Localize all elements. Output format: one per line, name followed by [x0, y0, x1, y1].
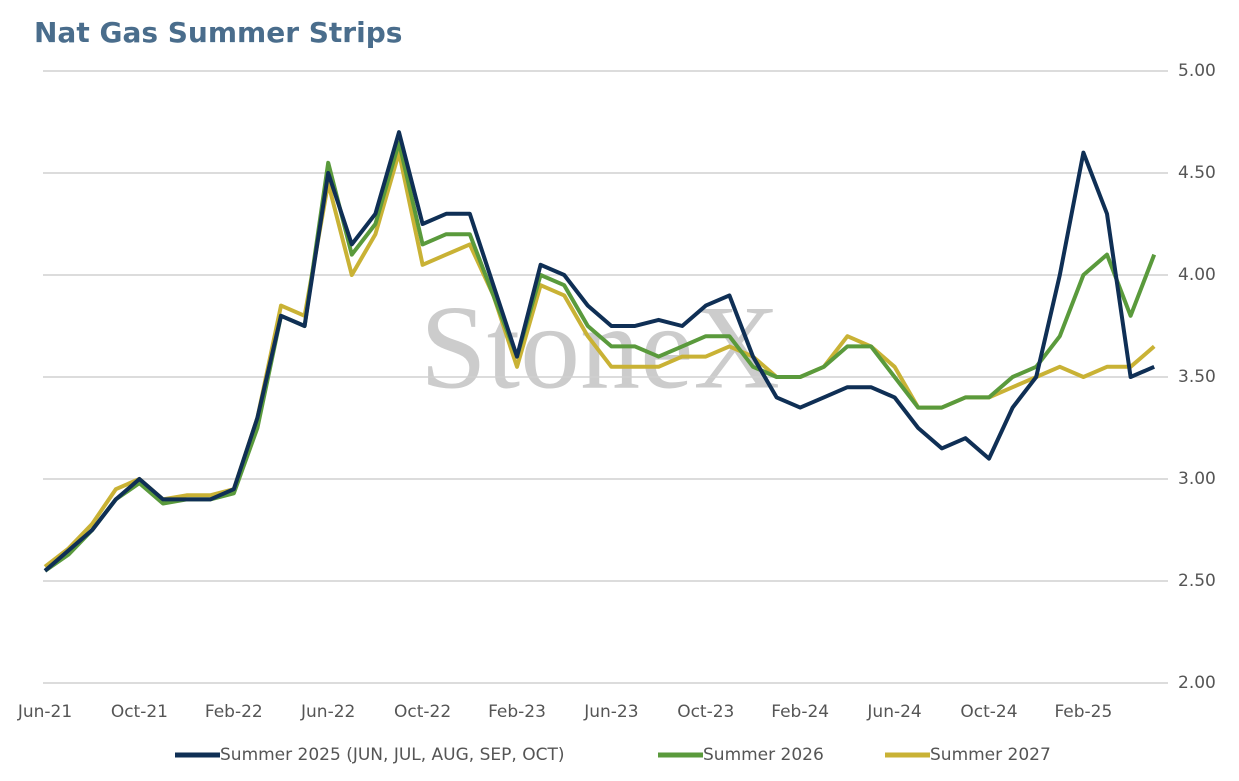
x-tick-label: Jun-21: [17, 702, 72, 722]
y-tick-label: 2.50: [1178, 571, 1216, 591]
legend-label: Summer 2025 (JUN, JUL, AUG, SEP, OCT): [220, 745, 564, 765]
series-line: [43, 130, 1155, 573]
x-tick-label: Oct-23: [677, 702, 734, 722]
y-tick-label: 3.00: [1178, 469, 1216, 489]
series-line: [43, 140, 1157, 573]
x-tick-label: Oct-21: [111, 702, 168, 722]
legend-label: Summer 2027: [930, 745, 1051, 765]
chart-title: Nat Gas Summer Strips: [34, 16, 402, 49]
x-tick-label: Feb-22: [205, 702, 263, 722]
watermark: StoneX: [420, 281, 780, 414]
y-tick-label: 5.00: [1178, 61, 1216, 81]
legend-label: Summer 2026: [703, 745, 824, 765]
x-tick-label: Feb-23: [488, 702, 546, 722]
y-tick-label: 3.50: [1178, 367, 1216, 387]
x-tick-label: Oct-24: [960, 702, 1017, 722]
x-tick-label: Jun-23: [583, 702, 638, 722]
x-tick-label: Jun-24: [866, 702, 921, 722]
x-tick-label: Feb-24: [771, 702, 829, 722]
x-tick-label: Jun-22: [300, 702, 355, 722]
x-tick-label: Oct-22: [394, 702, 451, 722]
y-tick-label: 2.00: [1178, 673, 1216, 693]
x-tick-label: Feb-25: [1054, 702, 1112, 722]
y-tick-label: 4.50: [1178, 163, 1216, 183]
y-tick-label: 4.00: [1178, 265, 1216, 285]
